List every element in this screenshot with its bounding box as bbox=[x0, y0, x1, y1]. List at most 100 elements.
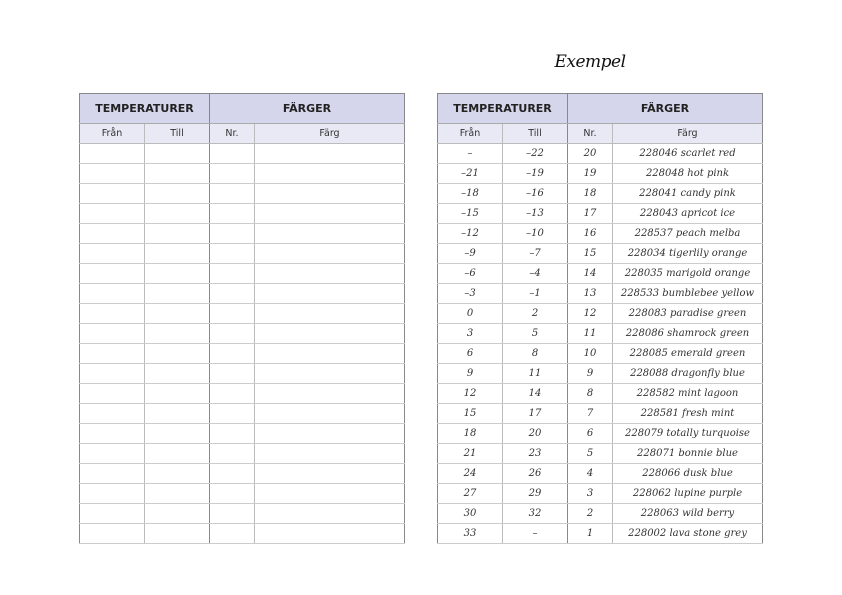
nr-cell: 20 bbox=[567, 143, 613, 164]
blank-from-cell[interactable] bbox=[79, 203, 145, 224]
blank-nr-cell[interactable] bbox=[209, 283, 255, 304]
blank-color-cell[interactable] bbox=[254, 423, 405, 444]
blank-color-cell[interactable] bbox=[254, 503, 405, 524]
blank-color-cell[interactable] bbox=[254, 183, 405, 204]
from-cell: –3 bbox=[437, 283, 503, 304]
nr-cell: 4 bbox=[567, 463, 613, 484]
blank-from-cell[interactable] bbox=[79, 383, 145, 404]
blank-nr-cell[interactable] bbox=[209, 343, 255, 364]
blank-color-cell[interactable] bbox=[254, 223, 405, 244]
blank-color-cell[interactable] bbox=[254, 523, 405, 544]
blank-to-cell[interactable] bbox=[144, 223, 210, 244]
nr-header: Nr. bbox=[567, 123, 613, 144]
blank-color-cell[interactable] bbox=[254, 403, 405, 424]
blank-to-cell[interactable] bbox=[144, 463, 210, 484]
example-temperature-table: TEMPERATURER FÄRGER Från Till Nr. Färg –… bbox=[437, 93, 763, 544]
blank-nr-cell[interactable] bbox=[209, 203, 255, 224]
blank-to-cell[interactable] bbox=[144, 263, 210, 284]
blank-nr-cell[interactable] bbox=[209, 223, 255, 244]
blank-color-cell[interactable] bbox=[254, 203, 405, 224]
blank-from-cell[interactable] bbox=[79, 303, 145, 324]
blank-nr-cell[interactable] bbox=[209, 423, 255, 444]
blank-to-cell[interactable] bbox=[144, 183, 210, 204]
blank-nr-cell[interactable] bbox=[209, 243, 255, 264]
table-row: –18 –16 18 228041 candy pink bbox=[437, 183, 763, 204]
blank-from-cell[interactable] bbox=[79, 163, 145, 184]
blank-from-cell[interactable] bbox=[79, 323, 145, 344]
blank-from-cell[interactable] bbox=[79, 143, 145, 164]
blank-from-cell[interactable] bbox=[79, 183, 145, 204]
blank-nr-cell[interactable] bbox=[209, 403, 255, 424]
blank-color-cell[interactable] bbox=[254, 443, 405, 464]
blank-nr-cell[interactable] bbox=[209, 383, 255, 404]
blank-color-cell[interactable] bbox=[254, 363, 405, 384]
blank-from-cell[interactable] bbox=[79, 223, 145, 244]
nr-cell: 17 bbox=[567, 203, 613, 224]
blank-to-cell[interactable] bbox=[144, 523, 210, 544]
blank-to-cell[interactable] bbox=[144, 443, 210, 464]
blank-to-cell[interactable] bbox=[144, 143, 210, 164]
color-cell: 228071 bonnie blue bbox=[612, 443, 763, 464]
color-header: Färg bbox=[612, 123, 763, 144]
table-row: 0 2 12 228083 paradise green bbox=[437, 303, 763, 324]
blank-nr-cell[interactable] bbox=[209, 323, 255, 344]
blank-nr-cell[interactable] bbox=[209, 363, 255, 384]
to-cell: – bbox=[502, 523, 568, 544]
blank-nr-cell[interactable] bbox=[209, 443, 255, 464]
blank-nr-cell[interactable] bbox=[209, 183, 255, 204]
blank-color-cell[interactable] bbox=[254, 283, 405, 304]
blank-color-cell[interactable] bbox=[254, 483, 405, 504]
blank-to-cell[interactable] bbox=[144, 343, 210, 364]
blank-from-cell[interactable] bbox=[79, 483, 145, 504]
blank-color-cell[interactable] bbox=[254, 383, 405, 404]
blank-from-cell[interactable] bbox=[79, 263, 145, 284]
blank-to-cell[interactable] bbox=[144, 503, 210, 524]
blank-nr-cell[interactable] bbox=[209, 483, 255, 504]
blank-from-cell[interactable] bbox=[79, 503, 145, 524]
blank-to-cell[interactable] bbox=[144, 303, 210, 324]
table-row bbox=[79, 503, 405, 524]
blank-to-cell[interactable] bbox=[144, 403, 210, 424]
table-row: 15 17 7 228581 fresh mint bbox=[437, 403, 763, 424]
temperatures-header: TEMPERATURER bbox=[437, 93, 568, 124]
blank-nr-cell[interactable] bbox=[209, 503, 255, 524]
blank-color-cell[interactable] bbox=[254, 163, 405, 184]
from-cell: 9 bbox=[437, 363, 503, 384]
color-cell: 228041 candy pink bbox=[612, 183, 763, 204]
blank-from-cell[interactable] bbox=[79, 443, 145, 464]
blank-nr-cell[interactable] bbox=[209, 263, 255, 284]
blank-from-cell[interactable] bbox=[79, 463, 145, 484]
blank-to-cell[interactable] bbox=[144, 423, 210, 444]
color-header: Färg bbox=[254, 123, 405, 144]
blank-from-cell[interactable] bbox=[79, 403, 145, 424]
blank-from-cell[interactable] bbox=[79, 283, 145, 304]
blank-color-cell[interactable] bbox=[254, 243, 405, 264]
blank-to-cell[interactable] bbox=[144, 363, 210, 384]
blank-from-cell[interactable] bbox=[79, 423, 145, 444]
blank-color-cell[interactable] bbox=[254, 323, 405, 344]
blank-to-cell[interactable] bbox=[144, 243, 210, 264]
blank-color-cell[interactable] bbox=[254, 263, 405, 284]
blank-color-cell[interactable] bbox=[254, 463, 405, 484]
blank-nr-cell[interactable] bbox=[209, 143, 255, 164]
blank-to-cell[interactable] bbox=[144, 323, 210, 344]
blank-from-cell[interactable] bbox=[79, 363, 145, 384]
blank-to-cell[interactable] bbox=[144, 203, 210, 224]
blank-from-cell[interactable] bbox=[79, 243, 145, 264]
blank-nr-cell[interactable] bbox=[209, 303, 255, 324]
blank-to-cell[interactable] bbox=[144, 283, 210, 304]
blank-nr-cell[interactable] bbox=[209, 523, 255, 544]
blank-to-cell[interactable] bbox=[144, 383, 210, 404]
blank-nr-cell[interactable] bbox=[209, 163, 255, 184]
blank-color-cell[interactable] bbox=[254, 343, 405, 364]
blank-color-cell[interactable] bbox=[254, 303, 405, 324]
blank-nr-cell[interactable] bbox=[209, 463, 255, 484]
blank-to-cell[interactable] bbox=[144, 483, 210, 504]
nr-cell: 6 bbox=[567, 423, 613, 444]
from-cell: 24 bbox=[437, 463, 503, 484]
blank-from-cell[interactable] bbox=[79, 523, 145, 544]
blank-from-cell[interactable] bbox=[79, 343, 145, 364]
table-row: 27 29 3 228062 lupine purple bbox=[437, 483, 763, 504]
blank-to-cell[interactable] bbox=[144, 163, 210, 184]
blank-color-cell[interactable] bbox=[254, 143, 405, 164]
